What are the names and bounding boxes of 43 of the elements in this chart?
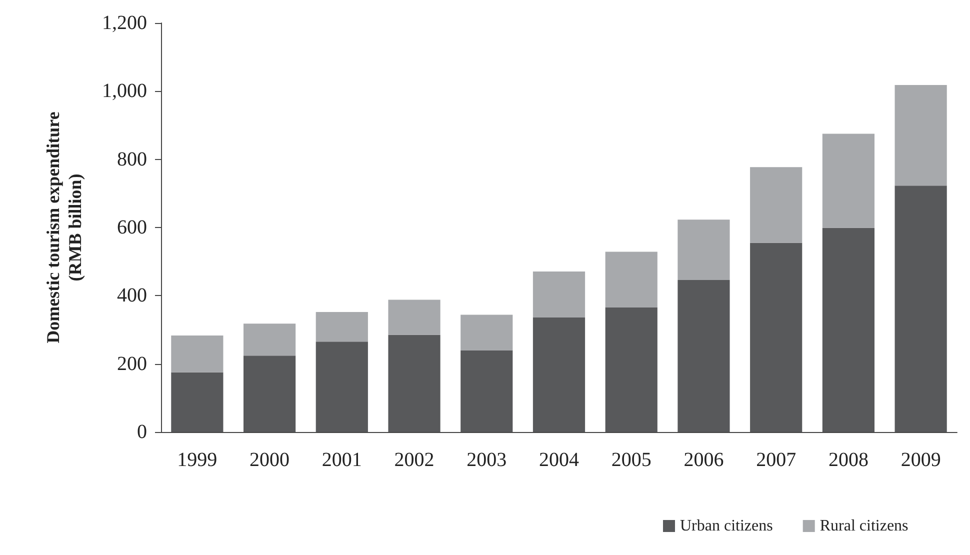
x-tick-label: 2005 <box>611 449 652 471</box>
y-tick-label: 1,200 <box>102 12 147 34</box>
x-tick-label: 2002 <box>394 449 434 471</box>
y-tick-label: 600 <box>117 216 147 238</box>
legend-label: Rural citizens <box>820 518 908 534</box>
y-tick-label: 400 <box>117 284 147 307</box>
bar <box>243 324 296 356</box>
bar <box>460 350 513 432</box>
bar <box>678 280 730 432</box>
x-tick-label: 1999 <box>177 449 218 471</box>
y-tick-label: 0 <box>137 421 147 443</box>
bar <box>388 300 440 335</box>
legend-label: Urban citizens <box>680 518 773 534</box>
bar <box>605 307 658 432</box>
y-axis-title: Domestic tourism expenditure (RMB billion) <box>43 112 85 344</box>
x-tick-label: 2000 <box>250 449 290 471</box>
bar <box>894 186 947 432</box>
x-tick-label: 2006 <box>684 449 724 471</box>
bar <box>894 85 947 186</box>
x-tick-label: 2008 <box>828 449 868 471</box>
y-tick-label: 200 <box>117 352 147 375</box>
x-tick-label: 2004 <box>539 449 579 471</box>
bar <box>171 372 224 432</box>
bar <box>532 271 586 318</box>
x-tick-label: 2007 <box>756 449 796 471</box>
bar <box>171 336 224 372</box>
bar <box>822 134 875 228</box>
x-tick-label: 2003 <box>466 449 507 471</box>
bar <box>460 314 513 350</box>
bar <box>678 220 730 280</box>
bar <box>605 252 658 308</box>
y-tick-label: 1,000 <box>102 80 147 102</box>
bar <box>388 334 440 432</box>
bar <box>316 342 368 432</box>
bar <box>750 242 802 432</box>
bar <box>532 317 586 432</box>
bar <box>822 228 875 432</box>
y-tick-label: 800 <box>117 148 147 170</box>
x-tick-label: 2001 <box>322 449 362 471</box>
bar <box>243 356 296 432</box>
bar <box>316 312 368 342</box>
bar <box>750 167 802 243</box>
x-tick-label: 2009 <box>900 449 941 471</box>
